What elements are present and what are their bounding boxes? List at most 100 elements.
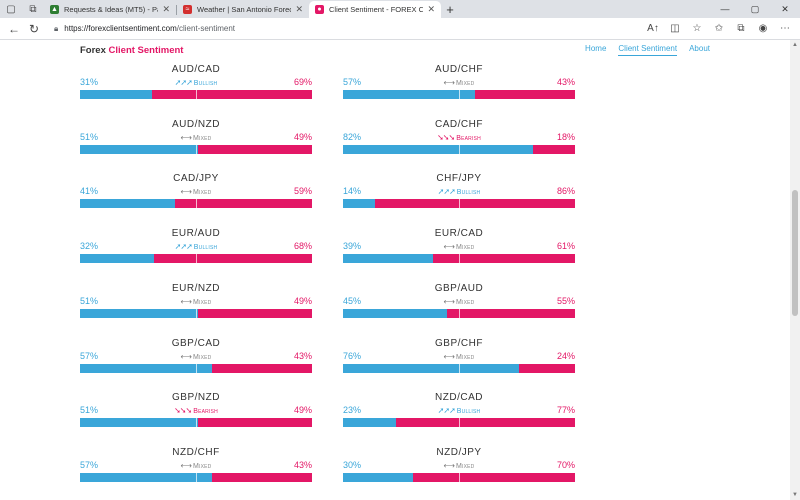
pair-card: NZD/JPY 30% 70% ⟷ Mixed [343,447,575,487]
browser-tab[interactable]: ≈ Weather | San Antonio Forecast✕ [177,1,309,18]
sentiment-bar [80,197,312,211]
nav-link-home[interactable]: Home [585,44,607,53]
bullish-arrows-icon: ➚➚➚ [174,78,193,87]
brand-accent: Client Sentiment [108,44,184,56]
midpoint-marker [196,252,197,266]
pair-card: AUD/CAD 31% 69% ➚➚➚ Bullish [80,64,312,104]
maximize-icon[interactable]: ▢ [750,3,760,14]
favorite-icon[interactable]: ☆ [692,23,702,34]
short-percent: 24% [556,350,575,361]
tab-title: Client Sentiment - FOREX Client [329,5,424,14]
pair-card: CHF/JPY 14% 86% ➚➚➚ Bullish [343,173,575,213]
long-fill [343,144,534,154]
signal-label: Bullish [456,189,481,197]
signal-label: Mixed [192,134,212,142]
pair-name: NZD/JPY [436,446,482,458]
tab-favicon-icon: ● [315,5,324,14]
mixed-arrows-icon: ⟷ [443,296,456,306]
long-fill [80,90,152,99]
pair-name: AUD/NZD [172,118,220,130]
mixed-arrows-icon: ⟷ [443,242,456,252]
browser-tab[interactable]: ● Client Sentiment - FOREX Client✕ [309,1,441,18]
sentiment-bar [343,252,575,266]
sentiment-signal: ⟷ Mixed [343,242,575,251]
sentiment-bar [343,361,575,375]
mixed-arrows-icon: ⟷ [180,460,193,470]
back-button[interactable]: ← [8,21,20,36]
long-percent: 14% [343,186,362,197]
signal-label: Mixed [192,462,212,470]
window-controls: — ▢ ✕ [710,0,800,18]
tab-favicon-icon: ▲ [50,5,59,14]
url-path: /client-sentiment [176,24,236,33]
midpoint-marker [196,361,197,375]
pair-name: NZD/CHF [172,446,220,458]
mixed-arrows-icon: ⟷ [180,187,193,197]
scroll-up-icon[interactable]: ▲ [792,42,798,48]
url-field[interactable]: 🔒︎ https://forexclientsentiment.com/clie… [54,24,235,34]
url-host: https://forexclientsentiment.com [64,24,177,33]
sentiment-bar [343,470,575,484]
short-percent: 18% [556,131,575,142]
nav-link-about[interactable]: About [689,44,710,53]
signal-label: Mixed [455,244,475,252]
workspaces-icon[interactable]: ⧉ [29,3,37,15]
pair-card: EUR/CAD 39% 61% ⟷ Mixed [343,228,575,268]
tab-close-icon[interactable]: ✕ [295,4,303,14]
sentiment-bar [343,142,575,156]
page-scrollbar[interactable]: ▲ ▼ [790,40,800,500]
tab-close-icon[interactable]: ✕ [427,4,435,14]
bearish-arrows-icon: ➘➘➘ [174,406,192,416]
pair-name: GBP/CAD [171,337,221,349]
site-logo[interactable]: Forex Client Sentiment [80,45,183,56]
browser-tab[interactable]: ▲ Requests & Ideas (MT5) - Page 3 ✕ [44,1,176,18]
favorites-icon[interactable]: ✩ [714,23,724,34]
close-window-icon[interactable]: ✕ [781,3,789,14]
scroll-down-icon[interactable]: ▼ [792,492,798,498]
scrollbar-thumb[interactable] [792,190,798,316]
long-percent: 82% [343,131,362,142]
sentiment-signal: ⟷ Mixed [343,78,575,87]
midpoint-marker [459,88,460,101]
pair-card: GBP/CHF 76% 24% ⟷ Mixed [343,338,575,378]
long-fill [80,418,199,428]
long-percent: 57% [343,77,362,87]
lock-icon: 🔒︎ [54,23,59,33]
pair-name: GBP/NZD [172,392,220,404]
tab-actions-icon[interactable]: ▢ [6,3,16,15]
midpoint-marker [196,142,197,156]
sentiment-signal: ⟷ Mixed [80,297,312,306]
short-percent: 49% [293,405,312,416]
tab-close-icon[interactable]: ✕ [162,4,170,14]
long-percent: 41% [80,186,99,197]
long-percent: 31% [80,77,99,87]
midpoint-marker [196,197,197,211]
signal-label: Mixed [192,353,212,361]
sentiment-bar [80,361,312,375]
nav-link-client-sentiment[interactable]: Client Sentiment [618,44,678,56]
long-percent: 51% [80,295,99,306]
short-percent: 77% [556,405,575,416]
signal-label: Mixed [192,189,212,197]
midpoint-marker [196,88,197,101]
refresh-button[interactable]: ↻ [28,21,40,36]
tab-title: Requests & Ideas (MT5) - Page 3 [64,5,158,14]
minimize-icon[interactable]: — [720,4,730,14]
collections-icon[interactable]: ⧉ [737,23,745,34]
new-tab-button[interactable]: + [446,2,454,17]
pair-name: EUR/CAD [434,228,484,240]
read-aloud-icon[interactable]: A↑ [647,23,659,34]
more-menu-icon[interactable]: ⋯ [780,23,790,34]
midpoint-marker [196,416,197,430]
pair-name: NZD/CAD [435,392,483,404]
profile-icon[interactable]: ◉ [758,23,768,34]
pair-card: CAD/JPY 41% 59% ⟷ Mixed [80,173,312,213]
sentiment-bar [80,142,312,156]
long-fill [343,90,476,99]
mixed-arrows-icon: ⟷ [180,351,193,361]
short-percent: 43% [293,350,312,361]
split-screen-icon[interactable]: ◫ [670,23,680,34]
long-percent: 30% [343,459,362,470]
sentiment-signal: ➚➚➚ Bullish [343,406,575,415]
mixed-arrows-icon: ⟷ [443,460,456,470]
